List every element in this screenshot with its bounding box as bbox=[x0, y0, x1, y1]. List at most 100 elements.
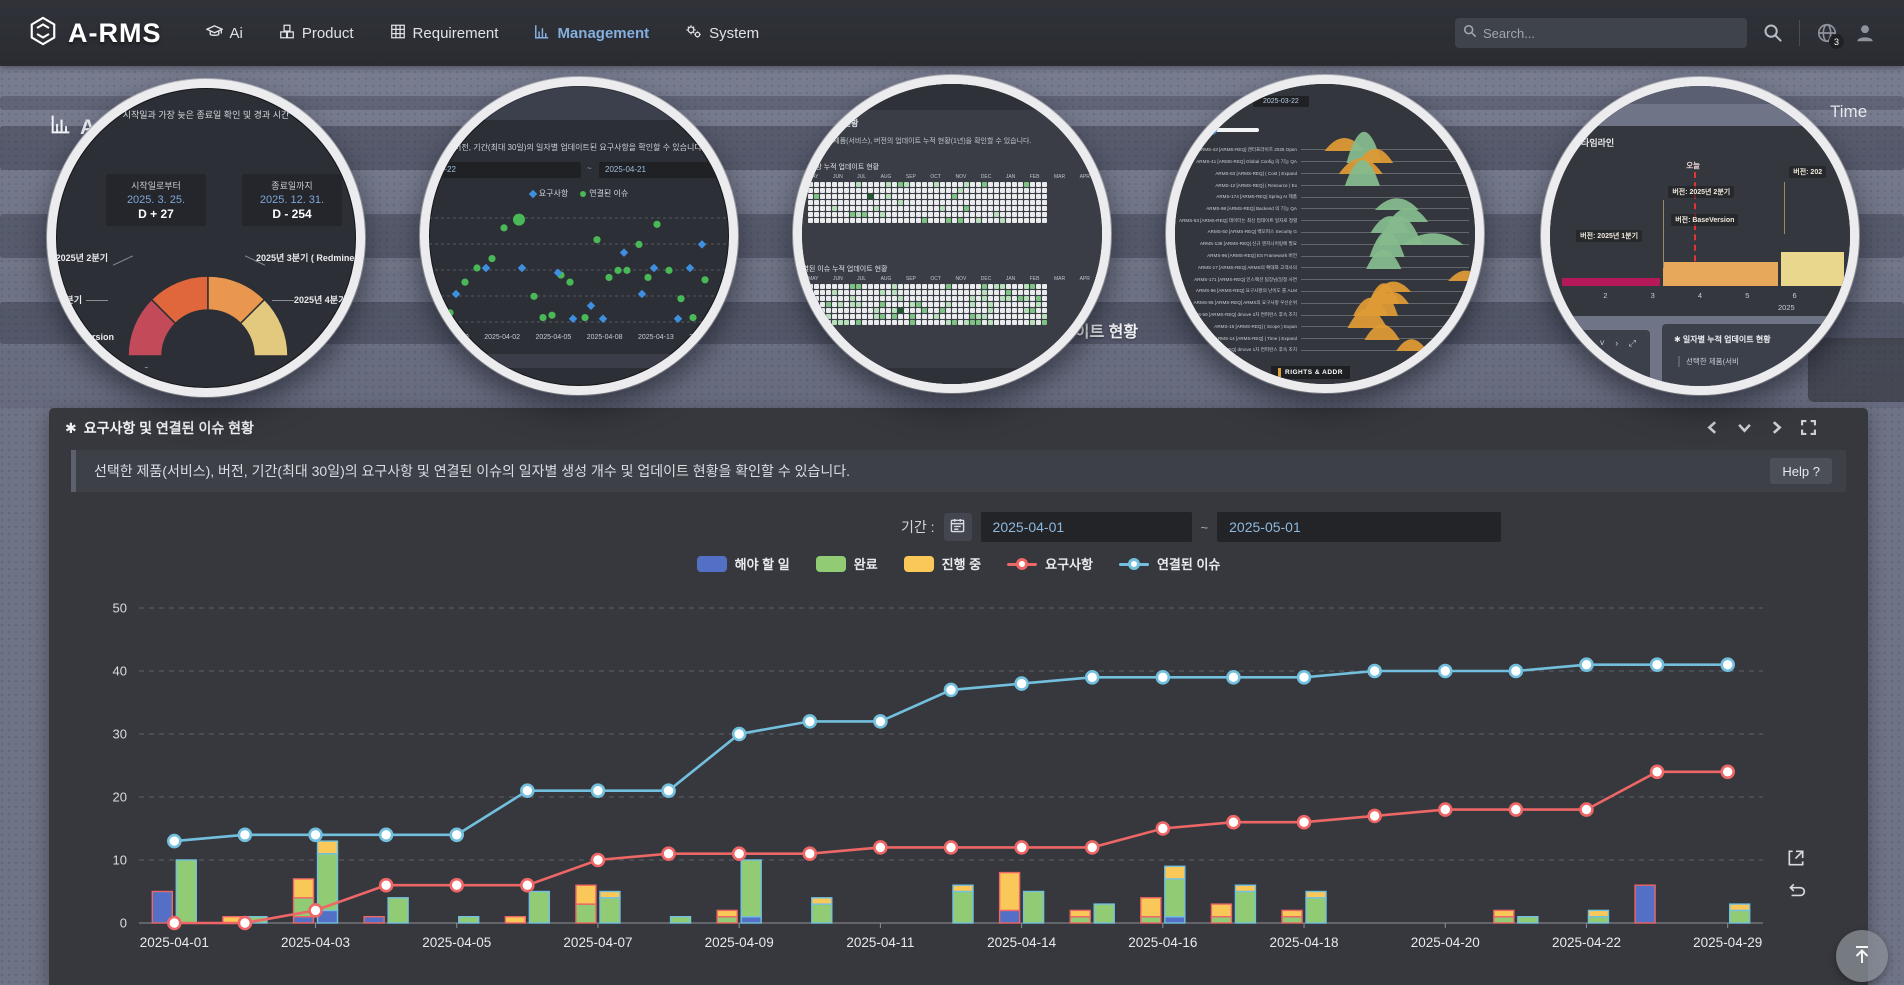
legend-item[interactable]: 완료 bbox=[815, 554, 878, 573]
heatmap-cell bbox=[940, 182, 945, 187]
heatmap-cell bbox=[940, 200, 945, 205]
legend-item[interactable]: 진행 중 bbox=[903, 554, 981, 573]
search-submit-button[interactable] bbox=[1763, 23, 1783, 43]
heatmap-cell bbox=[814, 308, 819, 313]
heatmap-cell bbox=[1012, 218, 1017, 223]
range-slider[interactable] bbox=[1189, 125, 1259, 135]
line-point bbox=[873, 840, 888, 855]
scroll-to-top-button[interactable] bbox=[1836, 930, 1888, 982]
date-to-input[interactable] bbox=[1217, 512, 1502, 542]
brand[interactable]: A-RMS bbox=[28, 16, 162, 51]
heatmap-cell bbox=[868, 188, 873, 193]
scatter-point-issue bbox=[530, 292, 538, 300]
search-icon bbox=[1463, 24, 1477, 43]
heatmap-panel-title: 업데이트 현황 bbox=[812, 119, 859, 128]
user-profile-button[interactable] bbox=[1854, 22, 1876, 44]
heatmap-cell bbox=[982, 206, 987, 211]
mini-controls[interactable]: ‹ ˅ › ⤢ bbox=[1586, 338, 1640, 348]
legend-item[interactable]: 연결된 이슈 bbox=[1118, 554, 1220, 573]
heatmap-cell bbox=[874, 290, 879, 295]
heatmap-cell bbox=[904, 302, 909, 307]
heatmap-cell bbox=[856, 290, 861, 295]
x-axis-label: 2025-04-02 bbox=[484, 334, 521, 341]
language-globe-button[interactable]: 3 bbox=[1816, 22, 1844, 49]
bar-segment-issue-done bbox=[1164, 878, 1186, 918]
heatmap-cell bbox=[850, 182, 855, 187]
month-label: DEC bbox=[980, 174, 992, 180]
heatmap-cell bbox=[874, 200, 879, 205]
month-label: OCT bbox=[930, 174, 941, 180]
heatmap-cell bbox=[838, 206, 843, 211]
heatmap-cell bbox=[1036, 314, 1041, 319]
heatmap-cell bbox=[868, 314, 873, 319]
heatmap-cell bbox=[1018, 320, 1023, 325]
heatmap-cell bbox=[868, 296, 873, 301]
heatmap-cell bbox=[958, 290, 963, 295]
save-image-icon[interactable] bbox=[1786, 848, 1806, 873]
date-from-input[interactable] bbox=[980, 512, 1192, 542]
heatmap-cell bbox=[1030, 284, 1035, 289]
line-point bbox=[1720, 657, 1735, 672]
nav-item-product[interactable]: Product bbox=[279, 24, 354, 43]
heatmap-cell bbox=[1012, 290, 1017, 295]
heatmap-cell bbox=[940, 284, 945, 289]
bar-segment-issue-inprog bbox=[1164, 865, 1186, 880]
heatmap-cell bbox=[1042, 200, 1047, 205]
heatmap-cell bbox=[964, 308, 969, 313]
heatmap-cell bbox=[814, 182, 819, 187]
heatmap-cell bbox=[898, 302, 903, 307]
chevron-left-icon[interactable] bbox=[1705, 420, 1720, 440]
axis-tick-label: 4 bbox=[1697, 291, 1703, 300]
bar-segment-issue-done bbox=[175, 859, 198, 924]
heatmap-cell bbox=[898, 290, 903, 295]
ridgeline-hump bbox=[1374, 198, 1419, 210]
sparkle-icon: ✱ bbox=[65, 419, 77, 436]
scatter-point-requirement bbox=[517, 263, 527, 273]
heatmap-cell bbox=[970, 194, 975, 199]
heatmap-cell bbox=[904, 212, 909, 217]
heatmap-cell bbox=[958, 320, 963, 325]
bg-mini-panel: ✱ 일자별 누적 업데이트 현황 선택한 제품(서비 bbox=[1662, 324, 1850, 386]
chevron-down-icon[interactable] bbox=[1737, 420, 1752, 440]
nav-item-system[interactable]: System bbox=[685, 24, 759, 43]
heatmap-cell bbox=[868, 194, 873, 199]
nav-item-ai[interactable]: Ai bbox=[204, 24, 243, 42]
heatmap-cell bbox=[880, 194, 885, 199]
search-input[interactable] bbox=[1483, 25, 1739, 41]
bar-segment-requirement-inprog bbox=[998, 871, 1021, 912]
heatmap-cell bbox=[868, 284, 873, 289]
legend-item[interactable]: 요구사항 bbox=[1007, 554, 1093, 573]
bar-chart-icon bbox=[534, 24, 550, 43]
heatmap-cell bbox=[1000, 302, 1005, 307]
nav-label: Product bbox=[301, 24, 354, 42]
legend-item[interactable]: 해야 할 일 bbox=[696, 554, 790, 573]
heatmap-cell bbox=[814, 302, 819, 307]
heatmap-cell bbox=[874, 194, 879, 199]
chevron-right-icon[interactable] bbox=[1769, 420, 1784, 440]
heatmap-cell bbox=[1024, 206, 1029, 211]
restore-icon[interactable] bbox=[1786, 881, 1806, 906]
help-button[interactable]: Help ? bbox=[1770, 458, 1832, 484]
calendar-button[interactable] bbox=[943, 513, 972, 541]
heatmap-cell bbox=[826, 308, 831, 313]
heatmap-cell bbox=[826, 182, 831, 187]
heatmap-cell bbox=[976, 296, 981, 301]
heatmap-cell bbox=[994, 218, 999, 223]
version-label: 버전: 202 bbox=[1789, 166, 1827, 178]
heatmap-cell bbox=[916, 182, 921, 187]
heatmap-cell bbox=[976, 200, 981, 205]
heatmap-cell bbox=[808, 302, 813, 307]
notification-badge: 3 bbox=[1829, 34, 1844, 49]
nav-item-management[interactable]: Management bbox=[534, 24, 649, 43]
heatmap-cell bbox=[886, 284, 891, 289]
heatmap-cell bbox=[886, 218, 891, 223]
nav-item-requirement[interactable]: Requirement bbox=[390, 24, 498, 43]
heatmap-cell bbox=[934, 218, 939, 223]
gauge-label-line bbox=[86, 300, 108, 301]
svg-text:2025-04-14: 2025-04-14 bbox=[987, 935, 1057, 950]
heatmap-cell bbox=[826, 296, 831, 301]
expand-icon[interactable] bbox=[1801, 420, 1816, 440]
heatmap-cell bbox=[988, 314, 993, 319]
month-label: OCT bbox=[930, 276, 941, 282]
heatmap-cell bbox=[880, 200, 885, 205]
